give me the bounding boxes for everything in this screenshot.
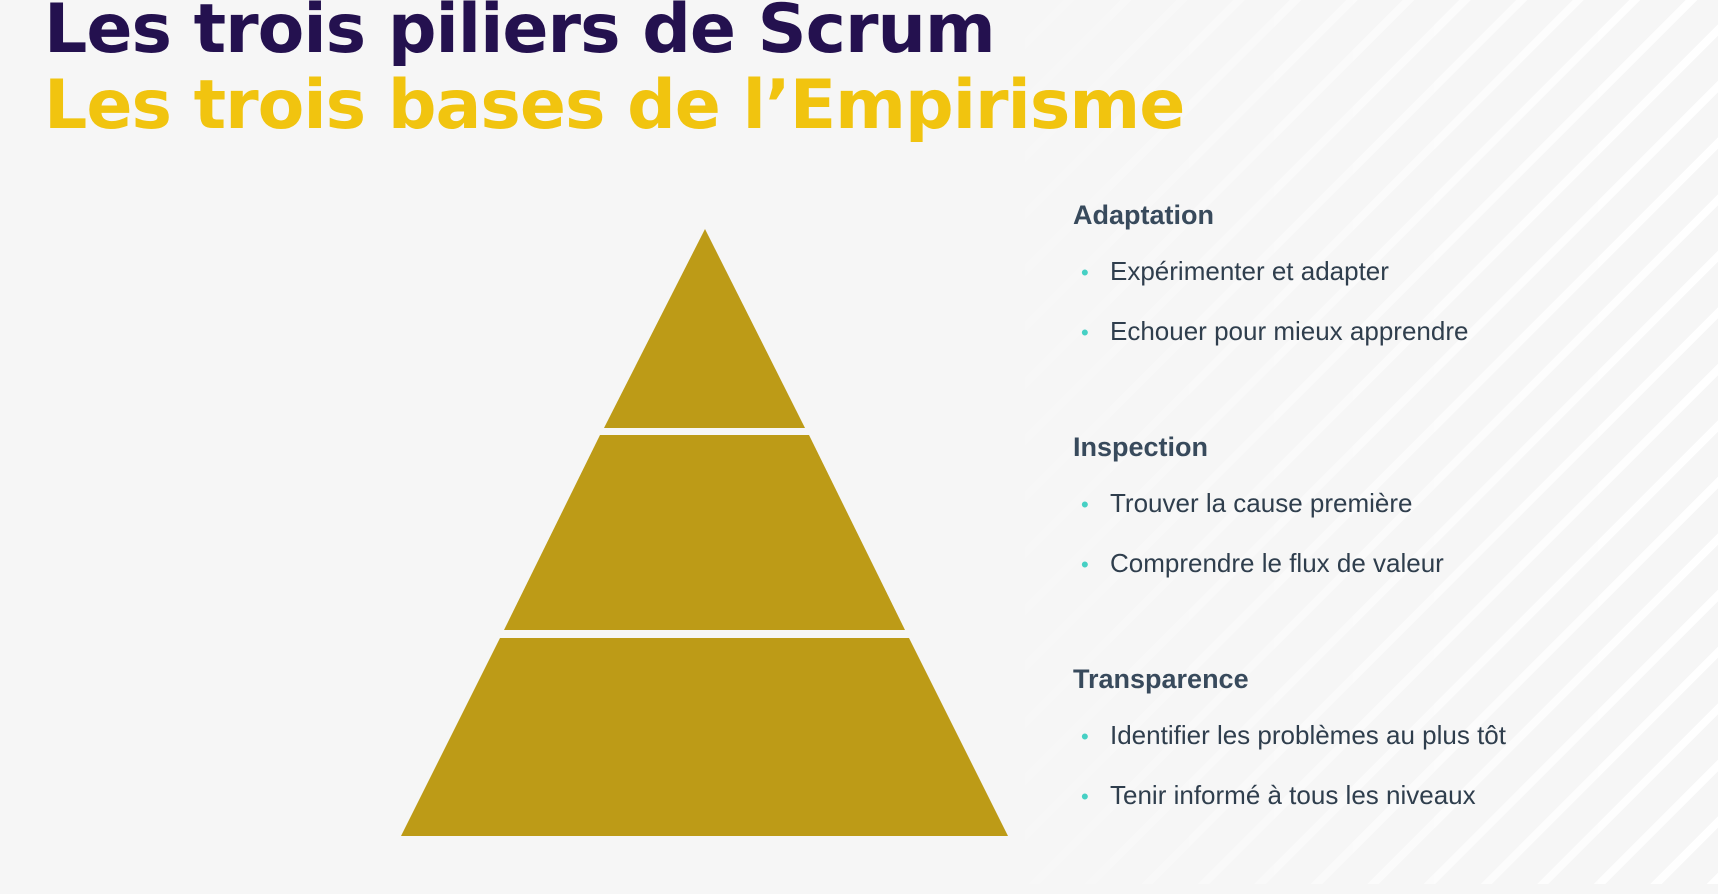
pillar-transparence: Transparence • Identifier les problèmes … <box>1073 662 1693 894</box>
pillar-heading: Inspection <box>1073 432 1209 462</box>
list-item-text: Echouer pour mieux apprendre <box>1110 316 1469 346</box>
list-item-text: Identifier les problèmes au plus tôt <box>1110 720 1506 750</box>
pillar-bullets: • Expérimenter et adapter • Echouer pour… <box>1073 256 1693 346</box>
list-item-text: Trouver la cause première <box>1110 488 1413 518</box>
slide-title: Les trois piliers de Scrum <box>44 0 996 69</box>
pillars-list: Adaptation • Expérimenter et adapter • E… <box>1073 198 1693 894</box>
pillar-bullets: • Identifier les problèmes au plus tôt •… <box>1073 720 1693 810</box>
list-item: • Echouer pour mieux apprendre <box>1073 316 1693 346</box>
dot-icon: • <box>1081 320 1089 345</box>
list-item-text: Comprendre le flux de valeur <box>1110 548 1444 578</box>
list-item: • Tenir informé à tous les niveaux <box>1073 780 1693 810</box>
dot-icon: • <box>1081 784 1089 809</box>
pillar-heading: Transparence <box>1073 664 1249 694</box>
dot-icon: • <box>1081 260 1089 285</box>
title-block: Les trois piliers de Scrum Les trois bas… <box>44 0 1185 145</box>
pillar-heading: Adaptation <box>1073 200 1214 230</box>
pillar-bullets: • Trouver la cause première • Comprendre… <box>1073 488 1693 578</box>
list-item: • Comprendre le flux de valeur <box>1073 548 1693 578</box>
pyramid-top-tier <box>604 229 805 428</box>
dot-icon: • <box>1081 552 1089 577</box>
pillar-inspection: Inspection • Trouver la cause première •… <box>1073 430 1693 662</box>
list-item-text: Tenir informé à tous les niveaux <box>1110 780 1476 810</box>
pyramid-bottom-tier <box>401 638 1008 836</box>
pillar-adaptation: Adaptation • Expérimenter et adapter • E… <box>1073 198 1693 430</box>
dot-icon: • <box>1081 724 1089 749</box>
list-item: • Trouver la cause première <box>1073 488 1693 518</box>
dot-icon: • <box>1081 492 1089 517</box>
slide-subtitle: Les trois bases de l’Empirisme <box>44 66 1185 145</box>
list-item-text: Expérimenter et adapter <box>1110 256 1389 286</box>
list-item: • Identifier les problèmes au plus tôt <box>1073 720 1693 750</box>
pyramid-middle-tier <box>504 435 905 630</box>
list-item: • Expérimenter et adapter <box>1073 256 1693 286</box>
